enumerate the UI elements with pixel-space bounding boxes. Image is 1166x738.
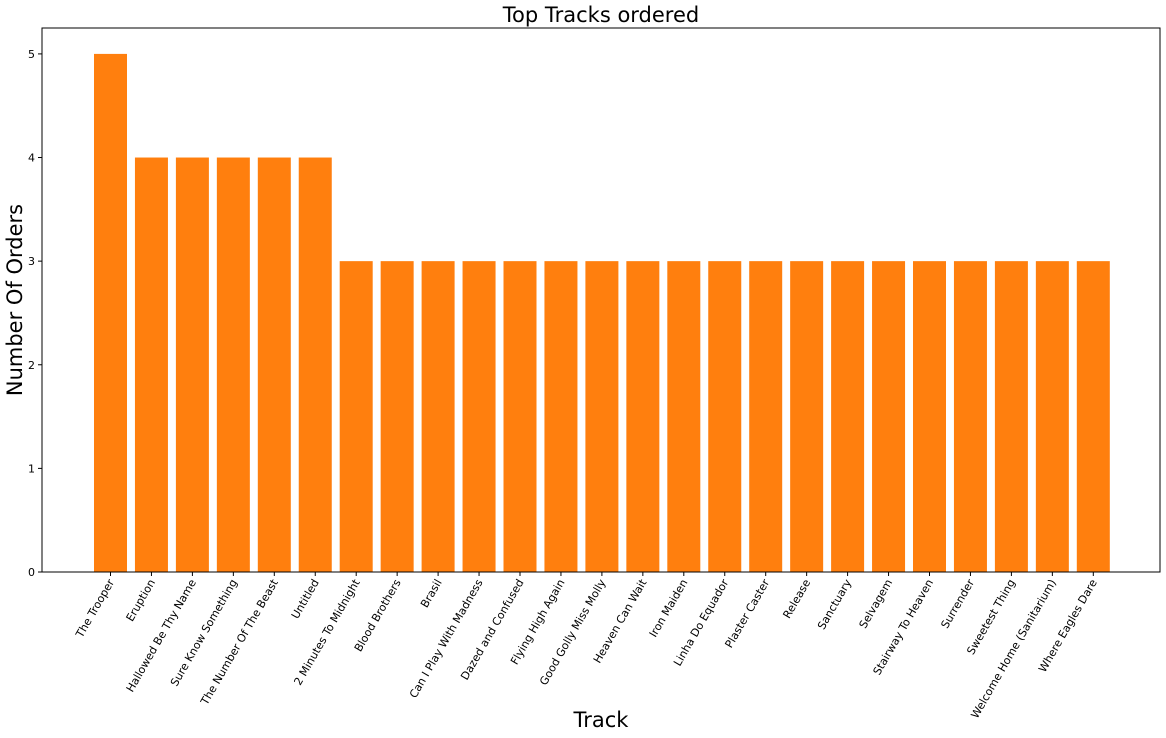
bar (626, 261, 660, 572)
bar (708, 261, 742, 572)
x-axis-label: Track (573, 708, 630, 732)
plot-frame (41, 27, 1161, 573)
bar (872, 261, 906, 572)
x-tick-label: Sanctuary (815, 577, 854, 632)
bar (790, 261, 824, 572)
x-tick-label: Hallowed Be Thy Name (124, 577, 199, 695)
bar (380, 261, 414, 572)
bar (831, 261, 865, 572)
x-tick-label: Eruption (124, 577, 159, 624)
bar (667, 261, 701, 572)
x-tick-label: Plaster Caster (723, 577, 773, 651)
x-tick-label: The Trooper (73, 577, 118, 641)
y-axis-label: Number Of Orders (3, 204, 27, 396)
x-tick-label: The Number Of The Beast (198, 576, 281, 708)
bar (1035, 261, 1069, 572)
bar (503, 261, 537, 572)
x-tick-label: Untitled (289, 577, 322, 621)
chart-title: Top Tracks ordered (502, 3, 699, 27)
bar (421, 261, 455, 572)
y-tick-label: 4 (28, 152, 35, 165)
x-tick-label: Selvagem (857, 577, 896, 631)
y-tick-label: 5 (28, 48, 35, 61)
x-tick-label: Surrender (939, 577, 978, 631)
x-tick-label: Iron Maiden (647, 577, 691, 640)
bars-group (94, 53, 1110, 572)
x-tick-label: Can I Play With Madness (407, 577, 486, 701)
bar (953, 261, 987, 572)
bar (913, 261, 946, 572)
bar (994, 261, 1028, 572)
x-tick-label: Release (780, 577, 813, 621)
bar (216, 157, 250, 572)
x-tick-label: Welcome Home (Sanitarium) (968, 577, 1058, 721)
bar (544, 261, 578, 572)
bar (298, 157, 332, 572)
bar (257, 157, 291, 572)
y-tick-label: 3 (28, 255, 35, 268)
y-axis: 0 1 2 3 4 5 (28, 48, 42, 579)
y-tick-label: 0 (28, 566, 35, 579)
bar (134, 157, 168, 572)
bar (94, 53, 127, 572)
y-tick-label: 2 (28, 359, 35, 372)
y-tick-label: 1 (28, 462, 35, 475)
bar (339, 261, 373, 572)
bar (175, 157, 209, 572)
bar (749, 261, 783, 572)
bar (462, 261, 496, 572)
bar (585, 261, 619, 572)
x-tick-label: Brasil (418, 577, 445, 610)
bar (1076, 261, 1110, 572)
